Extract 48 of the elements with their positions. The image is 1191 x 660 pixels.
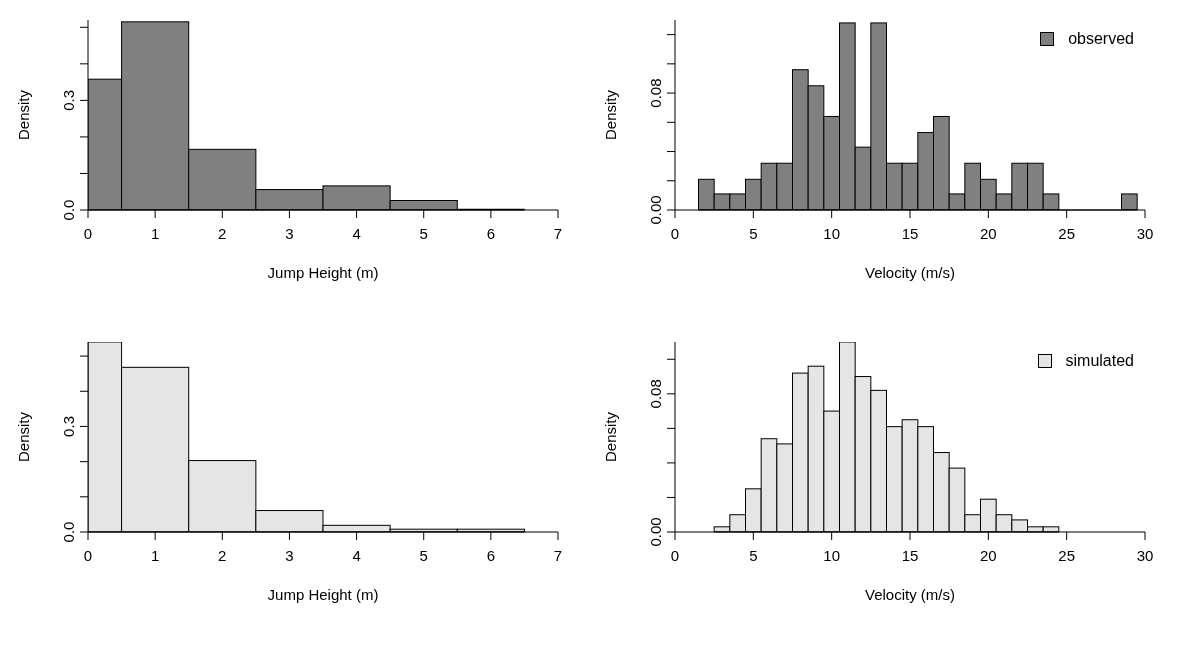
x-axis-title: Jump Height (m) (267, 264, 379, 281)
x-axis-title: Velocity (m/s) (864, 586, 956, 603)
x-tick-label: 15 (901, 546, 919, 564)
y-tick-label: 0.3 (60, 416, 77, 437)
x-tick-label: 10 (823, 224, 841, 242)
y-axis-title: Density (602, 411, 620, 463)
y-axis-title: Density (602, 89, 620, 141)
x-tick-label: 25 (1058, 546, 1076, 564)
x-tick-label: 7 (553, 224, 563, 242)
x-tick-label: 0 (670, 224, 680, 242)
x-tick-label: 1 (150, 224, 160, 242)
x-tick-label: 4 (352, 546, 361, 564)
y-tick-label: 0.08 (647, 78, 664, 108)
y-tick-label: 0.00 (647, 517, 664, 547)
x-tick-label: 3 (285, 224, 294, 242)
x-tick-label: 1 (150, 546, 160, 564)
x-tick-label: 5 (749, 224, 758, 242)
x-tick-label: 6 (486, 546, 496, 564)
x-tick-label: 0 (83, 546, 93, 564)
x-tick-label: 6 (486, 224, 496, 242)
x-tick-label: 25 (1058, 224, 1076, 242)
y-tick-label: 0.0 (60, 199, 77, 221)
x-tick-label: 2 (218, 224, 227, 242)
x-tick-label: 0 (670, 546, 680, 564)
x-tick-label: 15 (901, 224, 919, 242)
y-axis-title: Density (15, 411, 33, 463)
x-tick-label: 20 (979, 546, 997, 564)
y-axis-title: Density (15, 89, 33, 141)
legend-label: simulated (1065, 352, 1134, 370)
y-tick-label: 0.0 (60, 521, 77, 543)
x-tick-label: 20 (979, 224, 997, 242)
x-tick-label: 30 (1136, 224, 1154, 242)
x-tick-label: 2 (218, 546, 227, 564)
x-axis-title: Velocity (m/s) (864, 264, 956, 281)
legend-label: observed (1068, 30, 1134, 48)
x-tick-label: 5 (419, 224, 428, 242)
x-tick-label: 4 (352, 224, 361, 242)
x-axis-title: Jump Height (m) (267, 586, 379, 603)
x-tick-label: 10 (823, 546, 841, 564)
x-tick-label: 0 (83, 224, 93, 242)
y-tick-label: 0.3 (60, 89, 77, 111)
x-tick-label: 3 (285, 546, 294, 564)
x-tick-label: 7 (553, 546, 563, 564)
x-tick-label: 30 (1136, 546, 1154, 564)
x-tick-label: 5 (419, 546, 428, 564)
x-tick-label: 5 (749, 546, 758, 564)
y-tick-label: 0.08 (647, 379, 664, 409)
y-tick-label: 0.00 (647, 195, 664, 225)
